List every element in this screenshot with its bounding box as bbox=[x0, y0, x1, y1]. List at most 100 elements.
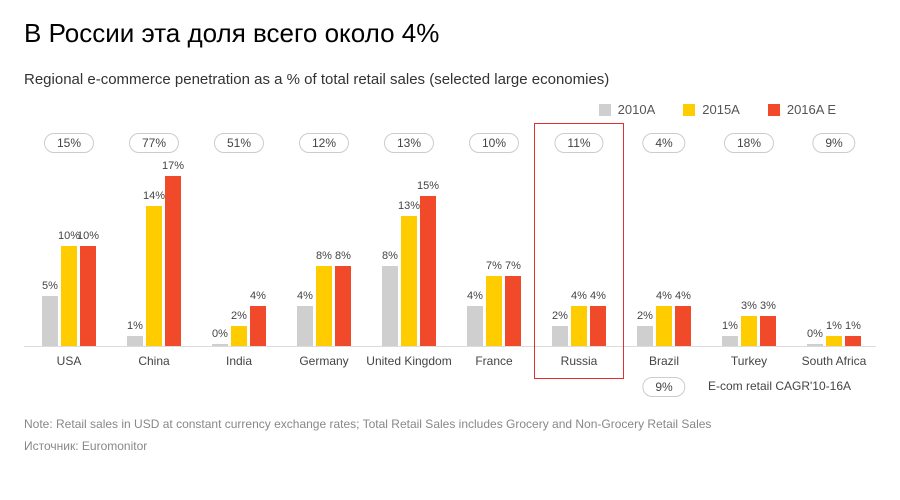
bar: 1% bbox=[826, 336, 842, 346]
bar-value-label: 4% bbox=[571, 290, 587, 302]
bar-group: 0%1%1% bbox=[807, 167, 861, 346]
bar: 4% bbox=[590, 306, 606, 346]
legend-item-2010: 2010A bbox=[599, 102, 656, 117]
chart-subtitle: Regional e-commerce penetration as a % o… bbox=[24, 71, 876, 88]
legend-label: 2010A bbox=[618, 102, 656, 117]
bar-value-label: 2% bbox=[552, 310, 568, 322]
bar: 15% bbox=[420, 196, 436, 346]
bar-value-label: 4% bbox=[590, 290, 606, 302]
bar-value-label: 7% bbox=[486, 260, 502, 272]
bar: 1% bbox=[845, 336, 861, 346]
chart-column: 18%1%3%3%Turkey bbox=[708, 167, 790, 346]
bar-value-label: 3% bbox=[760, 300, 776, 312]
bar-value-label: 4% bbox=[656, 290, 672, 302]
chart-column: 13%8%13%15%United Kingdom bbox=[368, 167, 450, 346]
chart-area: 15%5%10%10%USA77%1%14%17%China51%0%2%4%I… bbox=[24, 127, 876, 377]
bar-group: 8%13%15% bbox=[382, 167, 436, 346]
category-label: Germany bbox=[299, 354, 348, 368]
bar-value-label: 1% bbox=[826, 320, 842, 332]
chart-column: 11%2%4%4%Russia bbox=[538, 167, 620, 346]
bar: 8% bbox=[335, 266, 351, 346]
legend: 2010A 2015A 2016A E bbox=[24, 102, 876, 117]
bar-value-label: 5% bbox=[42, 280, 58, 292]
chart-column: 15%5%10%10%USA bbox=[28, 167, 110, 346]
bar: 4% bbox=[297, 306, 313, 346]
category-label: Turkey bbox=[731, 354, 767, 368]
bar: 4% bbox=[571, 306, 587, 346]
bar-value-label: 4% bbox=[467, 290, 483, 302]
bar: 4% bbox=[656, 306, 672, 346]
cagr-axis-label: E-com retail CAGR'10-16A bbox=[708, 379, 851, 393]
cagr-pill: 4% bbox=[642, 133, 685, 153]
legend-swatch bbox=[599, 104, 611, 116]
bar-group: 1%14%17% bbox=[127, 167, 181, 346]
cagr-summary-pill: 9% bbox=[642, 377, 685, 397]
bar: 3% bbox=[760, 316, 776, 346]
bar: 1% bbox=[722, 336, 738, 346]
bar-value-label: 4% bbox=[297, 290, 313, 302]
bar: 8% bbox=[382, 266, 398, 346]
cagr-pill: 11% bbox=[554, 133, 603, 153]
bar: 10% bbox=[61, 246, 77, 346]
cagr-pill: 10% bbox=[469, 133, 519, 153]
bar-value-label: 8% bbox=[335, 250, 351, 262]
bar: 14% bbox=[146, 206, 162, 346]
category-label: Russia bbox=[561, 354, 598, 368]
bar-group: 4%8%8% bbox=[297, 167, 351, 346]
bar: 4% bbox=[467, 306, 483, 346]
legend-swatch bbox=[683, 104, 695, 116]
chart-column: 9%0%1%1%South Africa bbox=[793, 167, 875, 346]
chart-source: Источник: Euromonitor bbox=[24, 439, 876, 453]
bar-value-label: 13% bbox=[398, 200, 420, 212]
bar: 2% bbox=[552, 326, 568, 346]
bar-value-label: 17% bbox=[162, 160, 184, 172]
bar: 10% bbox=[80, 246, 96, 346]
chart-column: 51%0%2%4%India bbox=[198, 167, 280, 346]
category-label: USA bbox=[57, 354, 82, 368]
bar-group: 2%4%4% bbox=[552, 167, 606, 346]
bar: 2% bbox=[637, 326, 653, 346]
bar-value-label: 14% bbox=[143, 190, 165, 202]
bar-value-label: 1% bbox=[127, 320, 143, 332]
bar-value-label: 8% bbox=[382, 250, 398, 262]
bar-value-label: 0% bbox=[212, 328, 228, 340]
bar: 4% bbox=[250, 306, 266, 346]
bar-value-label: 7% bbox=[505, 260, 521, 272]
bar-value-label: 15% bbox=[417, 180, 439, 192]
category-label: Brazil bbox=[649, 354, 679, 368]
bar-value-label: 8% bbox=[316, 250, 332, 262]
chart-note: Note: Retail sales in USD at constant cu… bbox=[24, 415, 876, 433]
category-label: China bbox=[138, 354, 169, 368]
legend-swatch bbox=[768, 104, 780, 116]
bar-value-label: 10% bbox=[77, 230, 99, 242]
legend-label: 2015A bbox=[702, 102, 740, 117]
cagr-pill: 9% bbox=[812, 133, 855, 153]
cagr-pill: 18% bbox=[724, 133, 774, 153]
bar-group: 0%2%4% bbox=[212, 167, 266, 346]
bar-value-label: 1% bbox=[845, 320, 861, 332]
bar: 5% bbox=[42, 296, 58, 346]
category-label: South Africa bbox=[802, 354, 867, 368]
chart-column: 12%4%8%8%Germany bbox=[283, 167, 365, 346]
category-label: United Kingdom bbox=[366, 354, 451, 368]
bar: 8% bbox=[316, 266, 332, 346]
bar-value-label: 1% bbox=[722, 320, 738, 332]
bar: 17% bbox=[165, 176, 181, 346]
bar: 1% bbox=[127, 336, 143, 346]
bar-value-label: 0% bbox=[807, 328, 823, 340]
bar: 7% bbox=[486, 276, 502, 346]
cagr-pill: 77% bbox=[129, 133, 179, 153]
bar-group: 2%4%4% bbox=[637, 167, 691, 346]
bar-value-label: 3% bbox=[741, 300, 757, 312]
bar: 2% bbox=[231, 326, 247, 346]
chart-column: 77%1%14%17%China bbox=[113, 167, 195, 346]
bar: 3% bbox=[741, 316, 757, 346]
page-title: В России эта доля всего около 4% bbox=[24, 18, 876, 49]
bar-group: 4%7%7% bbox=[467, 167, 521, 346]
legend-item-2016: 2016A E bbox=[768, 102, 836, 117]
bar-value-label: 2% bbox=[637, 310, 653, 322]
cagr-pill: 13% bbox=[384, 133, 434, 153]
legend-item-2015: 2015A bbox=[683, 102, 740, 117]
bar-value-label: 4% bbox=[250, 290, 266, 302]
bar: 4% bbox=[675, 306, 691, 346]
